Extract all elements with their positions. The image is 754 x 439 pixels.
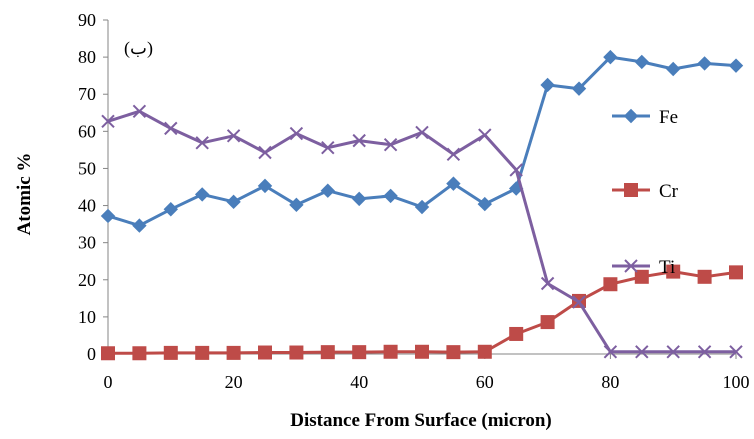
series-cr [101, 264, 743, 361]
ti-point [383, 137, 398, 152]
y-axis-title: Atomic % [14, 153, 35, 236]
ti-point [101, 114, 115, 129]
fe-point [697, 56, 712, 71]
legend-marker-ti [624, 259, 638, 273]
fe-point [132, 218, 147, 233]
cr-point [258, 345, 272, 360]
fe-point [163, 202, 179, 217]
ti-point [635, 345, 649, 359]
x-tick-label: 20 [225, 372, 243, 392]
cr-point [163, 345, 178, 360]
fe-point [665, 61, 681, 77]
legend-item-ti: Ti [612, 257, 675, 278]
legend-marker-fe [623, 108, 639, 124]
y-tick-label: 0 [87, 344, 96, 364]
cr-point [729, 265, 743, 280]
cr-point [446, 345, 461, 360]
fe-point [477, 196, 493, 212]
x-tick-label: 80 [601, 372, 619, 392]
x-axis-title: Distance From Surface (micron) [290, 410, 552, 431]
cr-point [226, 345, 241, 360]
cr-point [509, 326, 524, 341]
fe-point [728, 58, 744, 73]
ti-point [446, 147, 461, 162]
fe-point [194, 187, 210, 202]
ti-line [107, 109, 736, 354]
cr-point [477, 344, 492, 359]
fe-point [571, 81, 587, 96]
legend-label-cr: Cr [659, 181, 679, 202]
ti-point [603, 345, 618, 359]
fe-point [320, 183, 336, 198]
cr-point [697, 269, 712, 284]
cr-point [634, 269, 649, 284]
ti-point [540, 276, 555, 291]
cr-point [352, 345, 367, 360]
ti-point [729, 345, 743, 359]
ti-point [415, 125, 429, 140]
cr-point [603, 277, 618, 292]
cr-line [108, 270, 737, 355]
ti-point [258, 145, 272, 160]
ti-point [132, 104, 147, 119]
cr-point [289, 345, 304, 360]
x-tick-label: 60 [476, 372, 494, 392]
ti-point [352, 133, 366, 148]
y-tick-label: 10 [78, 307, 96, 327]
ti-point [321, 140, 335, 155]
legend-item-cr: Cr [612, 181, 679, 202]
series-ti [101, 104, 743, 359]
ti-point [509, 163, 523, 177]
x-tick-label: 100 [723, 372, 750, 392]
fe-point [603, 49, 618, 65]
legend-label-fe: Fe [659, 107, 678, 128]
cr-point [383, 344, 398, 359]
cr-point [320, 345, 335, 360]
fe-point [226, 194, 241, 210]
cr-point [195, 345, 210, 360]
legend: Fe Cr Ti [612, 107, 679, 278]
cr-point [101, 346, 115, 361]
ti-point [666, 345, 680, 359]
fe-point [414, 199, 430, 215]
ti-point [697, 345, 712, 359]
panel-label: (ب) [124, 38, 153, 59]
y-tick-label: 20 [78, 270, 96, 290]
fe-point [257, 178, 273, 194]
ti-point [164, 121, 178, 136]
ti-point [195, 136, 209, 150]
fe-point [446, 176, 461, 191]
y-tick-label: 60 [78, 121, 96, 141]
ti-point [572, 295, 586, 309]
fe-point [634, 54, 650, 70]
y-tick-label: 70 [78, 84, 96, 104]
y-tick-label: 80 [78, 47, 96, 67]
fe-point [100, 208, 116, 224]
y-tick-label: 90 [78, 10, 96, 30]
y-tick-label: 40 [78, 196, 96, 216]
legend-marker-cr [624, 183, 638, 197]
y-axis-ticks: 0 10 20 30 40 50 60 70 80 90 [78, 10, 108, 364]
x-tick-label: 40 [350, 372, 368, 392]
fe-point [289, 197, 304, 213]
series-fe [100, 49, 744, 233]
fe-point [383, 188, 398, 204]
legend-label-ti: Ti [659, 257, 675, 278]
ti-point [226, 129, 241, 143]
legend-item-fe: Fe [612, 107, 678, 128]
series-layer [100, 49, 744, 361]
ti-point [289, 126, 304, 141]
cr-point [540, 315, 555, 330]
ti-point [478, 128, 492, 142]
fe-point [351, 191, 367, 207]
cr-point [132, 346, 147, 361]
cr-point [666, 264, 681, 279]
y-tick-label: 50 [78, 158, 96, 178]
y-tick-label: 30 [78, 233, 96, 253]
cr-point [415, 344, 429, 359]
fe-point [540, 77, 555, 93]
x-tick-label: 0 [104, 372, 113, 392]
